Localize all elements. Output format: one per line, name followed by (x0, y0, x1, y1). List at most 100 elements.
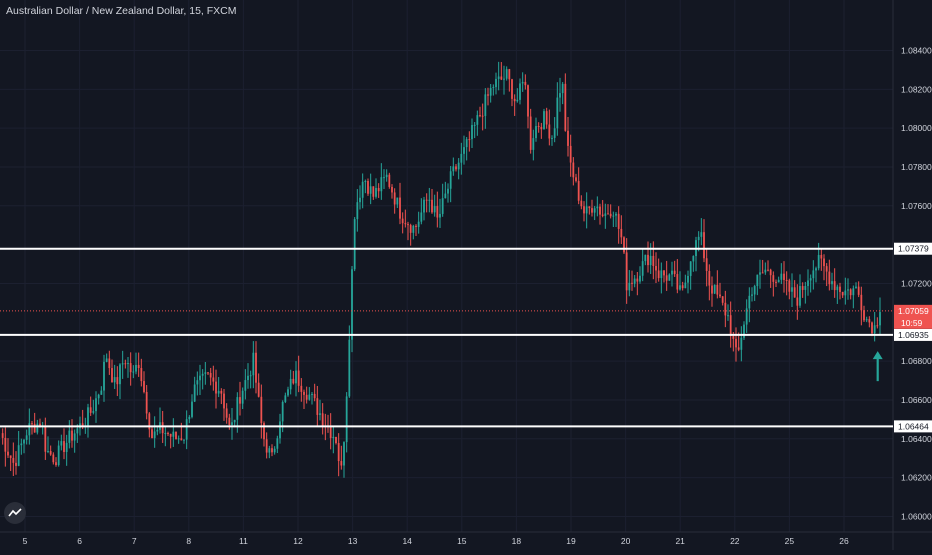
candle-body-up (559, 93, 561, 98)
candle-body-down (161, 422, 164, 434)
candle-body-up (380, 177, 383, 192)
candle-body-down (721, 296, 724, 303)
candle-body-up (420, 212, 423, 222)
candle-body-down (313, 393, 316, 399)
candle-body-up (521, 81, 524, 84)
candle-body-down (271, 448, 273, 453)
candle-body-up (65, 442, 68, 452)
candle-body-down (225, 408, 228, 418)
candle-body-up (383, 177, 385, 179)
candle-body-up (204, 372, 207, 374)
candle-body-down (401, 218, 404, 224)
candle-body-down (607, 213, 609, 215)
candle-body-up (201, 373, 204, 376)
candle-body-up (119, 364, 121, 385)
candle-body-up (593, 208, 596, 213)
candle-body-down (321, 413, 324, 426)
candle-body-up (471, 125, 473, 140)
candle-body-down (329, 426, 332, 439)
candle-body-down (212, 377, 215, 382)
up-arrow-head-icon (872, 351, 883, 360)
candle-body-down (572, 162, 575, 178)
current-price-tag (894, 304, 932, 329)
candle-body-up (668, 274, 671, 281)
candle-body-up (57, 445, 60, 466)
candle-body-up (452, 166, 455, 172)
candle-body-down (716, 284, 719, 295)
candle-body-down (481, 115, 484, 117)
candle-body-down (868, 319, 871, 323)
candle-body-up (812, 270, 815, 279)
candle-body-down (801, 286, 804, 290)
candle-body-up (385, 174, 388, 178)
candle-body-down (769, 269, 772, 276)
candle-body-down (825, 266, 828, 272)
tradingview-logo-icon[interactable] (4, 502, 26, 524)
candle-body-down (404, 223, 407, 225)
candle-body-up (847, 289, 849, 291)
candle-body-down (588, 206, 591, 209)
candle-body-down (524, 81, 527, 86)
candle-body-down (7, 451, 9, 456)
candle-body-up (503, 78, 505, 80)
candle-body-down (143, 381, 145, 392)
y-tick-label: 1.08400 (901, 45, 932, 55)
candle-body-down (564, 83, 567, 131)
candle-body-up (23, 439, 25, 444)
candle-body-up (727, 315, 729, 317)
candle-body-up (497, 76, 500, 79)
candle-body-down (145, 391, 148, 414)
candle-body-down (124, 363, 127, 365)
candle-body-down (609, 213, 612, 217)
candle-body-up (289, 378, 292, 390)
candle-body-down (761, 272, 764, 274)
candle-body-up (351, 269, 353, 340)
candle-body-up (753, 286, 756, 295)
candle-body-up (396, 197, 399, 205)
candle-body-down (377, 187, 380, 192)
candle-body-up (332, 436, 335, 439)
candle-body-down (863, 310, 865, 321)
candle-body-down (169, 433, 172, 437)
candle-body-down (55, 462, 57, 466)
candle-body-up (460, 153, 463, 163)
candle-body-up (100, 390, 103, 395)
candle-body-down (409, 225, 412, 233)
candle-body-down (215, 381, 217, 394)
candle-body-down (673, 270, 676, 275)
candle-body-down (89, 407, 92, 413)
candle-body-up (844, 290, 847, 296)
candle-body-down (393, 192, 396, 205)
candle-body-up (692, 256, 695, 262)
candle-body-up (252, 352, 255, 376)
level-price-label: 1.07379 (898, 244, 929, 254)
candle-body-up (441, 198, 444, 214)
candle-body-up (633, 278, 636, 284)
candle-body-down (705, 258, 708, 271)
candle-body-down (455, 166, 457, 170)
candle-body-up (641, 261, 644, 276)
candle-body-up (489, 87, 492, 96)
candle-body-up (95, 398, 97, 412)
candle-body-down (335, 436, 337, 444)
candle-body-down (796, 297, 799, 306)
candle-body-up (809, 278, 812, 281)
candle-body-down (788, 280, 791, 292)
candle-body-up (764, 269, 767, 273)
candle-body-up (199, 375, 201, 381)
candle-body-up (287, 389, 289, 396)
candle-body-down (652, 255, 655, 267)
candle-body-up (281, 401, 284, 422)
candle-body-down (175, 431, 177, 440)
level-price-tag (894, 328, 932, 341)
y-tick-label: 1.06200 (901, 473, 932, 483)
candle-body-up (777, 279, 780, 283)
candle-body-down (167, 433, 169, 435)
x-tick-label: 13 (348, 536, 358, 546)
candle-body-down (425, 199, 428, 201)
candle-body-up (103, 361, 105, 391)
candle-body-up (423, 199, 425, 213)
candle-body-up (628, 282, 631, 291)
